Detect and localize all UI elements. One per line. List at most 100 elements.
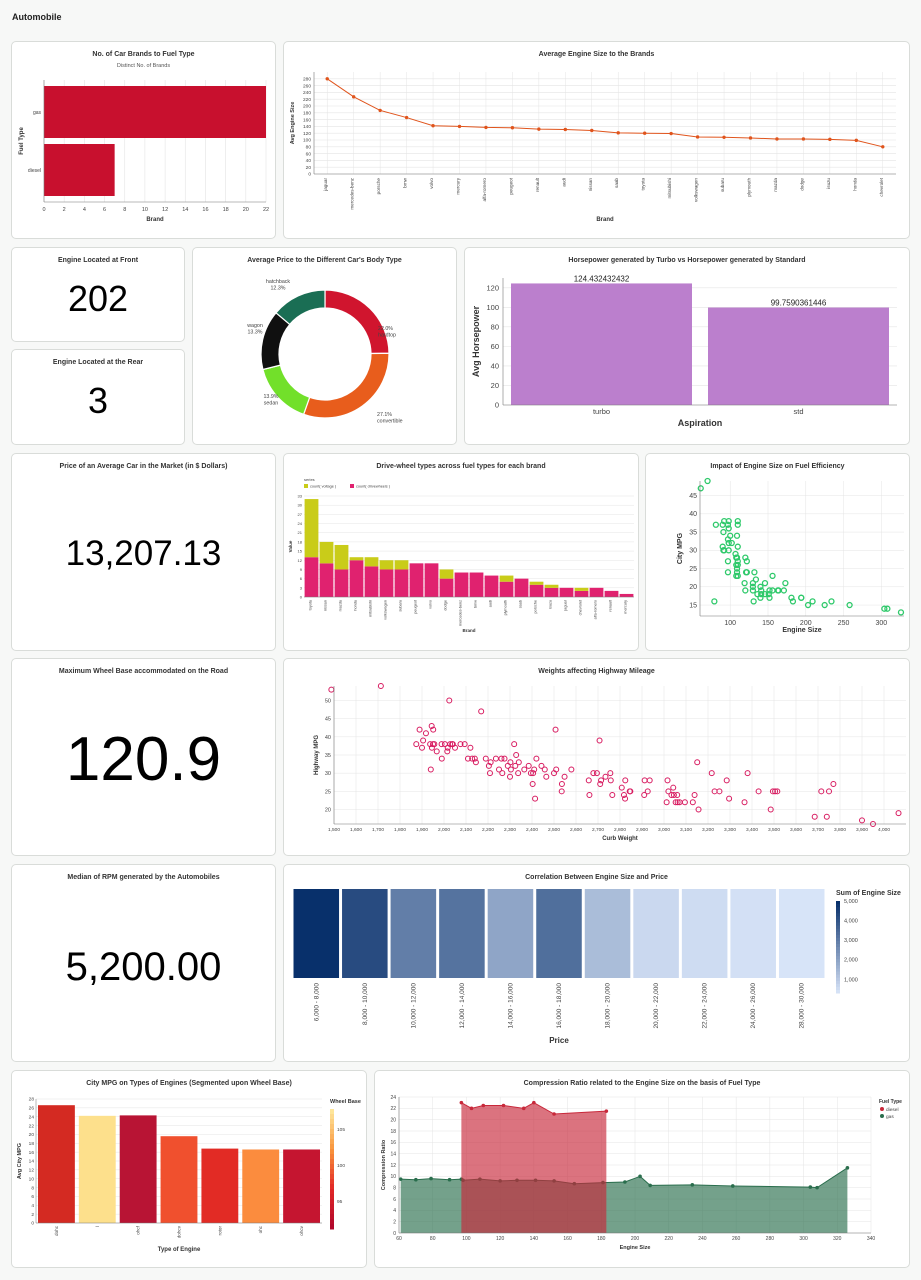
tick-label: 3,700 [812,827,824,833]
tick-label: 280 [766,1236,775,1242]
data-point [733,532,741,539]
legend-label: count( voltage ) [310,485,337,489]
tick-label: 3,400 [746,827,758,833]
tick-label: 18 [29,1141,35,1147]
tick-label: 3,200 [702,827,714,833]
data-point [537,127,541,131]
legend-gradient-step [836,928,840,933]
tick-label: 28,000 - 30,000 [799,983,806,1029]
legend-gradient-step [836,947,840,951]
series-area [461,1102,607,1233]
data-point [881,145,885,149]
tick-label: 4 [393,1208,396,1214]
data-point [730,1184,735,1188]
tick-label: nissan [588,178,593,192]
data-point [552,1112,556,1116]
x-axis-title: Engine Size [782,627,821,634]
tick-label: 0 [42,207,45,213]
data-point [664,777,671,784]
tick-label: 1,900 [416,827,428,833]
slice-percent: 22.0% [378,326,393,332]
data-point [543,773,550,780]
tick-label: 22,000 - 24,000 [702,983,709,1029]
tick-label: mitsubishi [369,600,373,617]
data-point [623,1180,627,1184]
tick-label: dodge [799,178,804,191]
tick-label: l [95,1226,100,1227]
data-point [533,755,540,762]
rpm-card: Median of RPM generated by the Automobil… [11,864,276,1062]
tick-label: isuzu [549,600,553,609]
tick-label: saab [614,178,619,188]
tick-label: 100 [462,1236,471,1242]
tick-label: 27 [298,512,303,517]
data-point [758,590,765,598]
legend-gradient-step [836,980,840,985]
legend-gradient-step [330,1149,334,1155]
legend-swatch [350,484,354,488]
data-point [895,810,902,817]
engine-front-card: Engine Located at Front 202 [11,247,185,342]
data-point [604,1109,609,1113]
tick-label: 24,000 - 26,000 [750,983,757,1029]
tick-label: 2,100 [460,827,472,833]
data-point [447,1177,452,1182]
bar-segment [529,581,544,585]
chart-title: Average Price to the Different Car's Bod… [247,257,402,264]
data-point [743,558,750,565]
data-point [725,525,732,532]
legend-swatch [304,484,308,488]
legend-swatch [880,1107,884,1111]
data-point [721,547,728,554]
tick-label: 200 [303,104,311,110]
data-point [377,683,384,689]
bar-segment [484,575,499,597]
data-point [444,748,451,755]
data-point [884,605,891,612]
chart-title: Impact of Engine Size on Fuel Efficiency [710,463,845,470]
tick-label: 40 [491,361,499,370]
bar-segment [544,587,559,597]
tick-label: volvo [429,600,433,609]
highway-mileage-card: Weights affecting Highway Mileage 20 25 30… [283,658,910,856]
tick-label: ohc [258,1225,263,1233]
data-point [485,762,492,769]
bar-segment [409,563,424,597]
tick-label: renault [609,599,613,612]
legend-title: Sum of Engine Size [836,890,901,897]
slice-percent: 13.9% [263,394,278,400]
slice-label: wagon [247,323,263,329]
avg-price-card: Price of an Average Car in the Market (i… [11,453,276,651]
data-point [512,762,519,769]
data-point [532,1100,536,1105]
legend-gradient-step [836,919,840,923]
data-point [669,131,673,136]
tick-label: 240 [698,1236,707,1242]
data-point [704,477,711,485]
tick-label: 30 [298,503,303,508]
data-point [498,755,505,762]
data-point [501,755,508,762]
data-point [515,770,522,777]
data-point [513,752,520,758]
bar [78,1115,116,1223]
data-point [734,558,741,565]
data-point [761,590,769,598]
body-type-card: Average Price to the Different Car's Bod… [192,247,457,445]
bar-segment [349,557,364,561]
y-axis-title: Avg Horsepower [471,305,481,377]
tick-label: 16 [202,207,208,213]
tick-label: saab [519,600,523,608]
legend-tick-label: 5,000 [844,899,858,905]
tick-label: 180 [303,111,311,117]
chart-title: Horsepower generated by Turbo vs Horsepo… [568,257,806,264]
slice-percent: 27.1% [377,412,392,418]
bar-segment [319,563,334,597]
data-point [734,561,741,569]
tick-label: peugeot [508,177,513,194]
tick-label: 14,000 - 16,000 [507,983,514,1029]
tick-label: 24 [29,1114,35,1120]
data-point [828,137,832,142]
legend-gradient-step [330,1209,334,1215]
legend-gradient-step [330,1119,334,1125]
